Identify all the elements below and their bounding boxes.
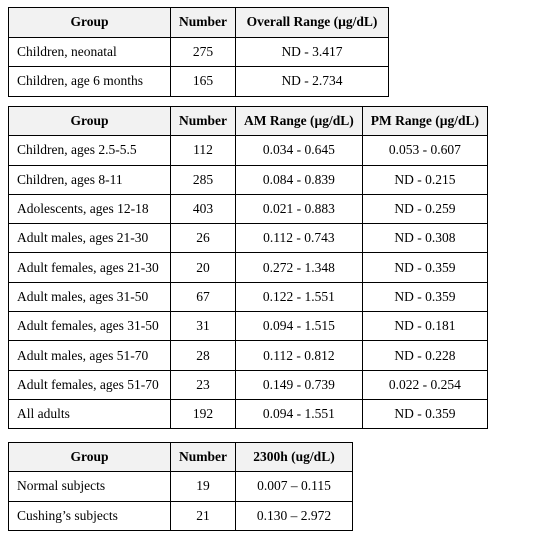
- group-cell: Children, neonatal: [8, 36, 171, 67]
- header-row: Group Number AM Range (µg/dL) PM Range (…: [8, 105, 489, 137]
- group-cell: Adult females, ages 51-70: [8, 369, 171, 400]
- range-cell: ND - 3.417: [235, 36, 389, 67]
- number-cell: 112: [170, 135, 236, 166]
- table-row: All adults 192 0.094 - 1.551 ND - 0.359: [8, 398, 489, 430]
- pm-range-cell: 0.022 - 0.254: [361, 369, 489, 400]
- table-row: Adult females, ages 31-50 31 0.094 - 1.515…: [8, 311, 489, 342]
- group-cell: Adult females, ages 31-50: [8, 311, 171, 342]
- pm-range-cell: 0.053 - 0.607: [361, 135, 489, 166]
- header-2300h: 2300h (ug/dL): [235, 441, 353, 473]
- number-cell: 403: [170, 193, 236, 225]
- table-row: Adolescents, ages 12-18 403 0.021 - 0.883 N…: [8, 193, 489, 225]
- pm-range-cell: ND - 0.359: [361, 281, 489, 313]
- group-cell: Adult females, ages 21-30: [8, 252, 171, 283]
- pm-range-cell: ND - 0.359: [361, 398, 489, 430]
- header-group: Group: [8, 441, 171, 473]
- group-cell: All adults: [8, 398, 171, 430]
- late-night-range-table: Group Number 2300h (ug/dL) Normal subjec…: [8, 441, 353, 531]
- am-range-cell: 0.122 - 1.551: [235, 281, 363, 313]
- group-cell: Adult males, ages 21-30: [8, 223, 171, 254]
- am-range-cell: 0.084 - 0.839: [235, 164, 363, 195]
- table-row: Adult females, ages 51-70 23 0.149 - 0.739…: [8, 369, 489, 400]
- number-cell: 285: [170, 164, 236, 195]
- header-overall-range: Overall Range (µg/dL): [235, 7, 389, 38]
- header-pm-range: PM Range (µg/dL): [361, 105, 489, 137]
- group-cell: Cushing’s subjects: [8, 500, 171, 531]
- group-cell: Children, ages 8-11: [8, 164, 171, 195]
- number-cell: 19: [170, 471, 236, 502]
- number-cell: 165: [170, 66, 236, 97]
- header-number: Number: [170, 105, 236, 137]
- group-cell: Normal subjects: [8, 471, 171, 502]
- overall-range-table: Group Number Overall Range (µg/dL) Child…: [8, 7, 389, 97]
- range-cell: ND - 2.734: [235, 66, 389, 97]
- number-cell: 192: [170, 398, 236, 430]
- table-row: Adult males, ages 51-70 28 0.112 - 0.812 ND…: [8, 340, 489, 371]
- pm-range-cell: ND - 0.259: [361, 193, 489, 225]
- table-row: Adult males, ages 31-50 67 0.122 - 1.551 ND…: [8, 281, 489, 313]
- number-cell: 26: [170, 223, 236, 254]
- table-row: Children, ages 2.5-5.5 112 0.034 - 0.645 0.…: [8, 135, 489, 166]
- pm-range-cell: ND - 0.308: [361, 223, 489, 254]
- header-number: Number: [170, 7, 236, 38]
- number-cell: 23: [170, 369, 236, 400]
- table-row: Children, age 6 months 165 ND - 2.734: [8, 66, 389, 97]
- header-group: Group: [8, 7, 171, 38]
- number-cell: 28: [170, 340, 236, 371]
- table-row: Cushing’s subjects 21 0.130 – 2.972: [8, 500, 353, 531]
- table-row: Normal subjects 19 0.007 – 0.115: [8, 471, 353, 502]
- pm-range-cell: ND - 0.359: [361, 252, 489, 283]
- number-cell: 275: [170, 36, 236, 67]
- am-range-cell: 0.112 - 0.743: [235, 223, 363, 254]
- am-range-cell: 0.034 - 0.645: [235, 135, 363, 166]
- header-row: Group Number Overall Range (µg/dL): [8, 7, 389, 38]
- group-cell: Adolescents, ages 12-18: [8, 193, 171, 225]
- am-range-cell: 0.272 - 1.348: [235, 252, 363, 283]
- number-cell: 21: [170, 500, 236, 531]
- table-row: Adult females, ages 21-30 20 0.272 - 1.348…: [8, 252, 489, 283]
- table-row: Adult males, ages 21-30 26 0.112 - 0.743 ND…: [8, 223, 489, 254]
- pm-range-cell: ND - 0.215: [361, 164, 489, 195]
- group-cell: Children, age 6 months: [8, 66, 171, 97]
- header-number: Number: [170, 441, 236, 473]
- range-cell: 0.007 – 0.115: [235, 471, 353, 502]
- group-cell: Adult males, ages 51-70: [8, 340, 171, 371]
- table-row: Children, neonatal 275 ND - 3.417: [8, 36, 389, 67]
- header-am-range: AM Range (µg/dL): [235, 105, 363, 137]
- am-range-cell: 0.021 - 0.883: [235, 193, 363, 225]
- table-row: Children, ages 8-11 285 0.084 - 0.839 ND - …: [8, 164, 489, 195]
- header-group: Group: [8, 105, 171, 137]
- group-cell: Children, ages 2.5-5.5: [8, 135, 171, 166]
- group-cell: Adult males, ages 31-50: [8, 281, 171, 313]
- am-range-cell: 0.094 - 1.515: [235, 311, 363, 342]
- header-row: Group Number 2300h (ug/dL): [8, 441, 353, 473]
- am-range-cell: 0.149 - 0.739: [235, 369, 363, 400]
- pm-range-cell: ND - 0.228: [361, 340, 489, 371]
- number-cell: 31: [170, 311, 236, 342]
- am-pm-range-table: Group Number AM Range (µg/dL) PM Range (…: [8, 105, 489, 430]
- pm-range-cell: ND - 0.181: [361, 311, 489, 342]
- am-range-cell: 0.094 - 1.551: [235, 398, 363, 430]
- number-cell: 67: [170, 281, 236, 313]
- number-cell: 20: [170, 252, 236, 283]
- range-cell: 0.130 – 2.972: [235, 500, 353, 531]
- am-range-cell: 0.112 - 0.812: [235, 340, 363, 371]
